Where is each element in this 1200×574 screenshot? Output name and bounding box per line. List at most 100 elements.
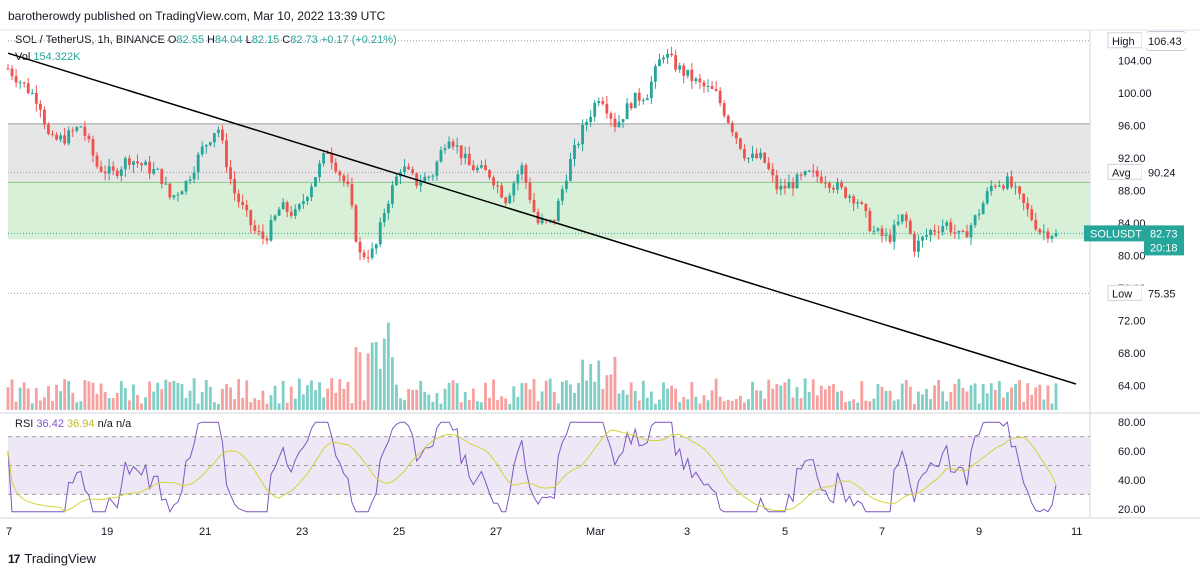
volume-bar bbox=[488, 397, 491, 410]
candle-body bbox=[763, 152, 767, 163]
volume-bar bbox=[706, 400, 710, 410]
candle-body bbox=[981, 203, 985, 215]
time-tick-label: Mar bbox=[586, 526, 605, 538]
candle-body bbox=[334, 162, 338, 172]
volume-bar bbox=[123, 388, 127, 410]
candle-body bbox=[233, 179, 237, 194]
volume-bar bbox=[912, 403, 916, 410]
volume-bar bbox=[67, 381, 71, 410]
candle-body bbox=[613, 118, 617, 128]
volume-bar bbox=[645, 397, 649, 410]
candle-body bbox=[722, 103, 726, 116]
candle-body bbox=[694, 78, 698, 82]
publisher-caption: barotherowdy published on TradingView.co… bbox=[8, 9, 386, 23]
volume-bar bbox=[403, 400, 406, 410]
candle-body bbox=[443, 148, 447, 151]
tradingview-logo-icon: 17 bbox=[8, 551, 20, 566]
volume-bar bbox=[63, 379, 67, 410]
time-tick-label: 7 bbox=[879, 526, 885, 538]
candle-body bbox=[38, 103, 42, 110]
volume-bar bbox=[694, 396, 698, 410]
volume-bar bbox=[662, 382, 665, 410]
candle-body bbox=[297, 204, 301, 210]
volume-bar bbox=[140, 403, 143, 410]
price-tick-label: 104.00 bbox=[1118, 56, 1152, 68]
volume-bar bbox=[273, 385, 277, 410]
candle-body bbox=[989, 185, 993, 192]
candle-body bbox=[390, 185, 394, 204]
volume-bar bbox=[823, 389, 827, 410]
volume-bar bbox=[354, 347, 358, 410]
candle-body bbox=[91, 139, 95, 156]
volume-bar bbox=[382, 338, 386, 410]
volume-bar bbox=[815, 395, 819, 410]
candle-body bbox=[229, 167, 232, 180]
volume-bar bbox=[904, 379, 908, 410]
candle-body bbox=[569, 159, 572, 181]
tradingview-logo[interactable]: 17 TradingView bbox=[8, 551, 96, 566]
volume-bar bbox=[738, 395, 742, 410]
volume-bar bbox=[1038, 384, 1042, 410]
volume-bar bbox=[540, 391, 544, 410]
candle-body bbox=[706, 85, 710, 87]
volume-bar bbox=[512, 386, 516, 410]
volume-bar bbox=[548, 378, 552, 410]
candle-body bbox=[718, 90, 722, 104]
candle-body bbox=[658, 59, 661, 67]
volume-bar bbox=[103, 392, 107, 410]
candle-body bbox=[322, 153, 326, 164]
candle-body bbox=[969, 225, 973, 238]
resistance-zone bbox=[8, 123, 1090, 183]
candle-body bbox=[540, 219, 544, 224]
candle-body bbox=[726, 115, 730, 123]
candle-body bbox=[985, 191, 989, 204]
candle-body bbox=[896, 221, 900, 225]
volume-bar bbox=[350, 403, 354, 410]
candle-body bbox=[811, 170, 815, 172]
candle-body bbox=[152, 168, 156, 174]
candle-body bbox=[269, 220, 273, 241]
time-tick-label: 25 bbox=[393, 526, 405, 538]
volume-bar bbox=[500, 396, 504, 410]
volume-bar bbox=[803, 378, 807, 410]
rsi-na-2: n/a bbox=[115, 418, 132, 430]
candle-body bbox=[354, 205, 358, 242]
candle-body bbox=[87, 135, 91, 140]
candle-body bbox=[876, 228, 880, 231]
volume-bar bbox=[148, 381, 152, 410]
candle-body bbox=[690, 69, 694, 82]
volume-bar bbox=[678, 402, 682, 410]
volume-bar bbox=[872, 398, 876, 410]
volume-bar bbox=[953, 383, 957, 410]
volume-bar bbox=[399, 398, 402, 410]
price-tick-label: 92.00 bbox=[1118, 153, 1146, 165]
volume-bar bbox=[318, 382, 321, 410]
candle-body bbox=[293, 209, 297, 216]
volume-bar bbox=[289, 386, 293, 410]
volume-bar bbox=[601, 388, 605, 410]
volume-bar bbox=[91, 382, 95, 410]
rsi-na-1: n/a bbox=[97, 418, 113, 430]
volume-bar bbox=[516, 396, 520, 410]
candle-body bbox=[144, 161, 147, 166]
rsi-tick-label: 60.00 bbox=[1118, 446, 1146, 458]
volume-bar bbox=[965, 391, 969, 410]
candle-body bbox=[463, 153, 467, 159]
volume-bar bbox=[87, 381, 91, 410]
avg-value: 90.24 bbox=[1148, 167, 1176, 179]
candle-body bbox=[528, 182, 532, 200]
volume-bar bbox=[107, 398, 111, 410]
candle-body bbox=[670, 53, 674, 56]
candle-body bbox=[459, 145, 463, 159]
candle-body bbox=[407, 166, 410, 170]
candle-body bbox=[111, 166, 115, 171]
candle-body bbox=[95, 155, 99, 167]
symbol-title[interactable]: SOL / TetherUS, 1h, BINANCE bbox=[15, 34, 165, 46]
candle-body bbox=[912, 233, 916, 252]
candle-body bbox=[1001, 185, 1005, 189]
symbol-tag-label: SOLUSDT bbox=[1090, 228, 1142, 240]
volume-bar bbox=[767, 379, 771, 410]
candle-body bbox=[204, 144, 208, 147]
volume-bar bbox=[306, 385, 309, 410]
